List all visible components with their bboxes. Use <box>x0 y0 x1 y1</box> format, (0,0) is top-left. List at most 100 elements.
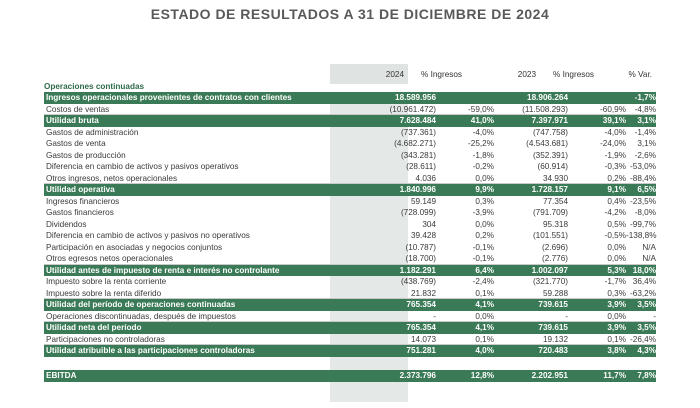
pct-2023: 0,5% <box>607 219 626 229</box>
pct-2024: 6,4% <box>475 265 494 275</box>
value-2023: 1.728.157 <box>531 185 568 194</box>
pct-2024: 4,0% <box>475 346 494 355</box>
value-2023: 7.397.971 <box>531 116 568 125</box>
value-2024: (343.281) <box>400 150 436 160</box>
pct-variation: -138,8% <box>626 231 657 240</box>
pct-variation: -2,6% <box>634 150 656 160</box>
value-2024: 7.628.484 <box>399 116 436 125</box>
pct-variation: N/A <box>642 242 656 252</box>
row-label: Utilidad antes de impuesto de renta e in… <box>46 265 280 275</box>
pct-variation: -88,4% <box>630 173 656 183</box>
row-label: Gastos de administración <box>46 127 139 137</box>
value-2024: 2.373.796 <box>399 370 436 380</box>
pct-variation: -53,0% <box>630 162 656 171</box>
value-2024: (438.769) <box>400 277 436 286</box>
pct-2023: 3,9% <box>607 300 626 309</box>
row-label: Ingresos financieros <box>46 196 120 206</box>
table-row: Otros ingresos, netos operacionales 4.036… <box>44 173 656 184</box>
pct-2023: -4,0% <box>604 127 626 137</box>
table-row: Utilidad neta del período 765.354 4,1% 739.… <box>44 322 656 334</box>
row-label: Costos de ventas <box>46 104 110 114</box>
pct-2024: -25,2% <box>468 139 494 148</box>
pct-variation: -4,8% <box>634 104 656 114</box>
pct-variation: -99,7% <box>630 219 656 229</box>
pct-2024: 12,8% <box>470 370 494 380</box>
pct-2023: 0,1% <box>607 334 626 344</box>
row-label: Utilidad operativa <box>46 185 115 194</box>
value-2024: (4.682.271) <box>394 139 436 148</box>
row-label: Diferencia en cambio de activos y pasivo… <box>46 162 239 171</box>
value-2023: (321.770) <box>532 277 568 286</box>
value-2023: 59.288 <box>542 288 568 298</box>
row-label: Utilidad bruta <box>46 116 99 125</box>
value-2024: (10.961.472) <box>389 104 436 114</box>
value-2023: 739.615 <box>538 300 568 309</box>
value-2023: (2.696) <box>542 242 568 252</box>
pct-2024: -0,1% <box>472 254 494 263</box>
pct-variation: 4,3% <box>637 346 656 355</box>
pct-2023: -0,5% <box>604 231 626 240</box>
value-2023: 77.354 <box>542 196 568 206</box>
pct-2023: -1,9% <box>604 150 626 160</box>
value-2023: (60.914) <box>537 162 569 171</box>
pct-variation: -26,4% <box>630 334 656 344</box>
pct-2023: 39,1% <box>602 116 626 125</box>
table-row: Participación en asociadas y negocios co… <box>44 242 656 254</box>
pct-variation: -23,5% <box>630 196 656 206</box>
pct-variation: N/A <box>642 254 656 263</box>
table-row: Ingresos operacionales provenientes de c… <box>44 92 656 104</box>
row-label: Impuesto sobre la renta corriente <box>46 277 167 286</box>
pct-variation: -63,2% <box>630 288 656 298</box>
row-label: EBITDA <box>46 370 77 380</box>
pct-2023: 0,4% <box>607 196 626 206</box>
pct-2024: -0,2% <box>472 162 494 171</box>
header-2024: 2024 <box>330 64 408 84</box>
table-row: Participaciones no controladoras 14.073 0,… <box>44 334 656 345</box>
pct-2024: 0,0% <box>475 173 494 183</box>
row-label: Utilidad atribuible a las participacione… <box>46 346 255 355</box>
value-2024: (728.099) <box>400 208 436 217</box>
table-row: Impuesto sobre la renta corriente (438.76… <box>44 276 656 288</box>
page-title: ESTADO DE RESULTADOS A 31 DE DICIEMBRE D… <box>150 6 550 22</box>
pct-2023: 0,2% <box>607 173 626 183</box>
section-title: Operaciones continuadas <box>44 82 145 91</box>
value-2024: 1.840.996 <box>399 185 436 194</box>
value-2024: (18.700) <box>405 254 437 263</box>
header-variation: % Var. <box>628 69 652 79</box>
value-2023: 739.615 <box>538 323 568 332</box>
value-2023: (4.543.681) <box>526 139 568 148</box>
value-2023: 1.002.097 <box>531 265 568 275</box>
pct-2024: -2,4% <box>472 277 494 286</box>
table-row: Gastos de venta (4.682.271) -25,2% (4.543.6… <box>44 138 656 150</box>
value-2024: 59.149 <box>410 196 436 206</box>
pct-variation: -1,7% <box>634 93 656 102</box>
value-2024: (737.361) <box>400 127 436 137</box>
value-2023: 18.906.264 <box>527 93 568 102</box>
row-label: Gastos de producción <box>46 150 126 160</box>
value-2023: (101.551) <box>532 231 568 240</box>
table-row: Gastos de administración (737.361) -4,0% (7… <box>44 127 656 139</box>
table-row: Costos de ventas (10.961.472) -59,0% (11.50… <box>44 104 656 115</box>
value-2024: 21.832 <box>410 288 436 298</box>
pct-2023: 0,3% <box>607 288 626 298</box>
row-label: Gastos financieros <box>46 208 114 217</box>
table-row: Utilidad atribuible a las participacione… <box>44 345 656 357</box>
pct-2023: 0,0% <box>607 242 626 252</box>
row-label: Dividendos <box>46 219 87 229</box>
pct-2024: -59,0% <box>468 104 494 114</box>
pct-variation: -1,4% <box>634 127 656 137</box>
pct-2024: 0,3% <box>475 196 494 206</box>
pct-2024: 0,1% <box>475 334 494 344</box>
pct-variation: 3,5% <box>637 323 656 332</box>
value-2023: (2.776) <box>542 254 568 263</box>
row-label: Participación en asociadas y negocios co… <box>46 242 223 252</box>
pct-2024: 41,0% <box>470 116 494 125</box>
value-2024: - <box>433 311 436 321</box>
pct-2024: 0,0% <box>475 219 494 229</box>
income-statement-table: Ingresos operacionales provenientes de c… <box>44 92 657 382</box>
pct-2024: 9,9% <box>475 185 494 194</box>
row-label: Utilidad del período de operaciones cont… <box>46 300 236 309</box>
value-2023: (747.758) <box>532 127 568 137</box>
row-label: Participaciones no controladoras <box>46 334 165 344</box>
row-label: Diferencia en cambio de activos y pasivo… <box>46 231 250 240</box>
